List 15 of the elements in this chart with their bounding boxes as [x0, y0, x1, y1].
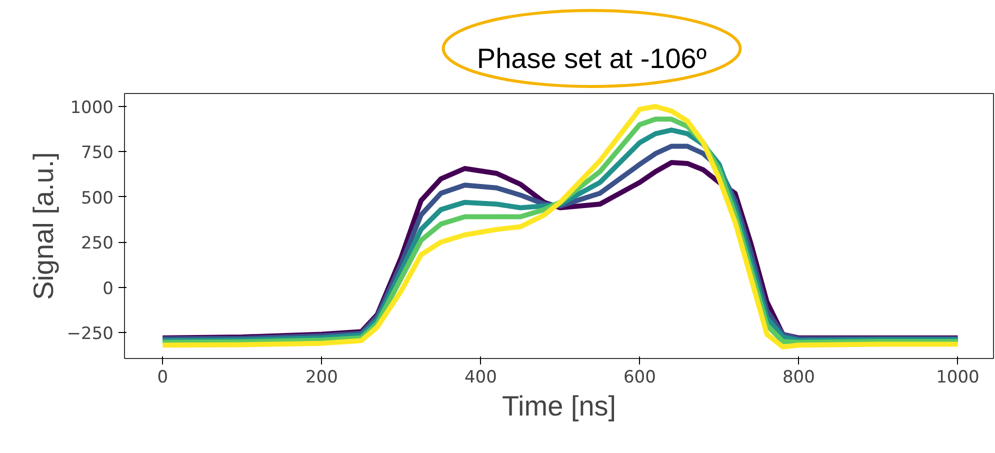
x-tick-label: 1000	[936, 368, 980, 388]
y-tick-label: −250	[66, 324, 114, 344]
x-tick-label: 200	[305, 368, 338, 388]
x-tick-label: 0	[157, 368, 168, 388]
y-tick-label: 1000	[70, 98, 114, 118]
x-axis-title: Time [ns]	[502, 390, 616, 422]
y-tick-label: 250	[81, 234, 114, 254]
chart-title: Phase set at -106º	[476, 43, 707, 74]
y-axis-title: Signal [a.u.]	[28, 152, 59, 300]
x-tick-label: 400	[464, 368, 497, 388]
x-tick-label: 600	[623, 368, 656, 388]
y-tick-label: 0	[102, 278, 114, 299]
y-tick-label: 500	[81, 188, 114, 208]
x-tick-label: 800	[782, 368, 815, 388]
y-tick-label: 750	[81, 143, 114, 164]
